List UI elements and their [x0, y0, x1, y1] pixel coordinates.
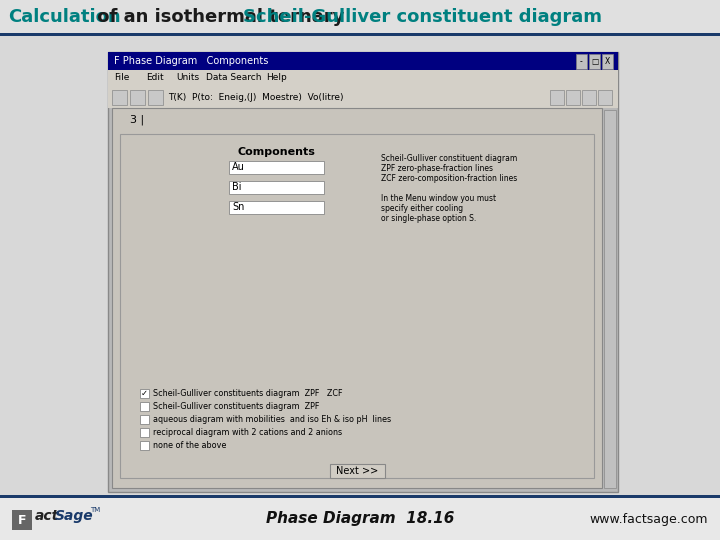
Bar: [229, 201, 324, 214]
Text: 3 |: 3 |: [130, 115, 144, 125]
Text: www.factsage.com: www.factsage.com: [590, 512, 708, 525]
Bar: [576, 54, 587, 69]
Text: none of the above: none of the above: [153, 441, 226, 450]
Bar: [12, 510, 32, 530]
Text: Components: Components: [238, 147, 315, 157]
Text: Scheil-Gulliver constituent diagram: Scheil-Gulliver constituent diagram: [381, 154, 517, 163]
Bar: [140, 402, 149, 411]
Text: Au: Au: [232, 163, 245, 172]
Text: File: File: [114, 73, 130, 83]
Text: Data Search: Data Search: [206, 73, 261, 83]
Text: F: F: [18, 514, 26, 526]
Bar: [108, 52, 618, 492]
Bar: [0, 0, 720, 33]
Bar: [140, 428, 149, 437]
Bar: [589, 54, 600, 69]
Bar: [330, 464, 384, 478]
Text: Phase Diagram  18.16: Phase Diagram 18.16: [266, 511, 454, 526]
Bar: [566, 90, 580, 105]
Text: Next >>: Next >>: [336, 466, 378, 476]
Bar: [604, 110, 616, 488]
Bar: [0, 495, 720, 498]
Text: T(K)  P(to:  Eneig,(J)  Moestre)  Vo(litre): T(K) P(to: Eneig,(J) Moestre) Vo(litre): [168, 92, 343, 102]
Text: X: X: [605, 57, 610, 66]
Bar: [0, 33, 720, 36]
Text: of an isothermal ternary: of an isothermal ternary: [91, 8, 351, 25]
Bar: [108, 86, 618, 108]
Bar: [120, 134, 594, 478]
Text: Bi: Bi: [232, 183, 241, 192]
Text: Scheil-Gulliver constituents diagram  ZPF   ZCF: Scheil-Gulliver constituents diagram ZPF…: [153, 389, 343, 398]
Text: or single-phase option S.: or single-phase option S.: [381, 214, 476, 223]
Text: Calculation: Calculation: [8, 8, 121, 25]
Bar: [550, 90, 564, 105]
Bar: [140, 415, 149, 424]
Text: □: □: [591, 57, 598, 66]
Bar: [112, 108, 602, 488]
Text: reciprocal diagram with 2 cations and 2 anions: reciprocal diagram with 2 cations and 2 …: [153, 428, 342, 437]
Text: Units: Units: [176, 73, 199, 83]
Text: -: -: [580, 57, 583, 66]
Bar: [140, 389, 149, 398]
Bar: [229, 161, 324, 174]
Text: specify either cooling: specify either cooling: [381, 204, 463, 213]
Bar: [108, 70, 618, 86]
Text: ZPF zero-phase-fraction lines: ZPF zero-phase-fraction lines: [381, 164, 492, 173]
Bar: [229, 181, 324, 194]
Text: TM: TM: [90, 507, 100, 513]
Text: Scheil-Gulliver constituent diagram: Scheil-Gulliver constituent diagram: [243, 8, 602, 25]
Bar: [598, 90, 612, 105]
Text: act: act: [35, 509, 59, 523]
Text: Sage: Sage: [55, 509, 94, 523]
Bar: [108, 52, 618, 70]
Text: ZCF zero-composition-fraction lines: ZCF zero-composition-fraction lines: [381, 174, 517, 183]
Text: Edit: Edit: [146, 73, 163, 83]
Bar: [0, 498, 720, 540]
Text: Sn: Sn: [232, 202, 244, 213]
Text: ✓: ✓: [141, 389, 148, 398]
Text: In the Menu window you must: In the Menu window you must: [381, 194, 496, 203]
Bar: [112, 90, 127, 105]
Text: Help: Help: [266, 73, 287, 83]
Text: F Phase Diagram   Components: F Phase Diagram Components: [114, 56, 269, 66]
Bar: [602, 54, 613, 69]
Bar: [130, 90, 145, 105]
Bar: [582, 90, 596, 105]
Text: aqueous diagram with mobilities  and iso Eh & iso pH  lines: aqueous diagram with mobilities and iso …: [153, 415, 391, 424]
Bar: [148, 90, 163, 105]
Text: Scheil-Gulliver constituents diagram  ZPF: Scheil-Gulliver constituents diagram ZPF: [153, 402, 320, 411]
Bar: [140, 441, 149, 450]
